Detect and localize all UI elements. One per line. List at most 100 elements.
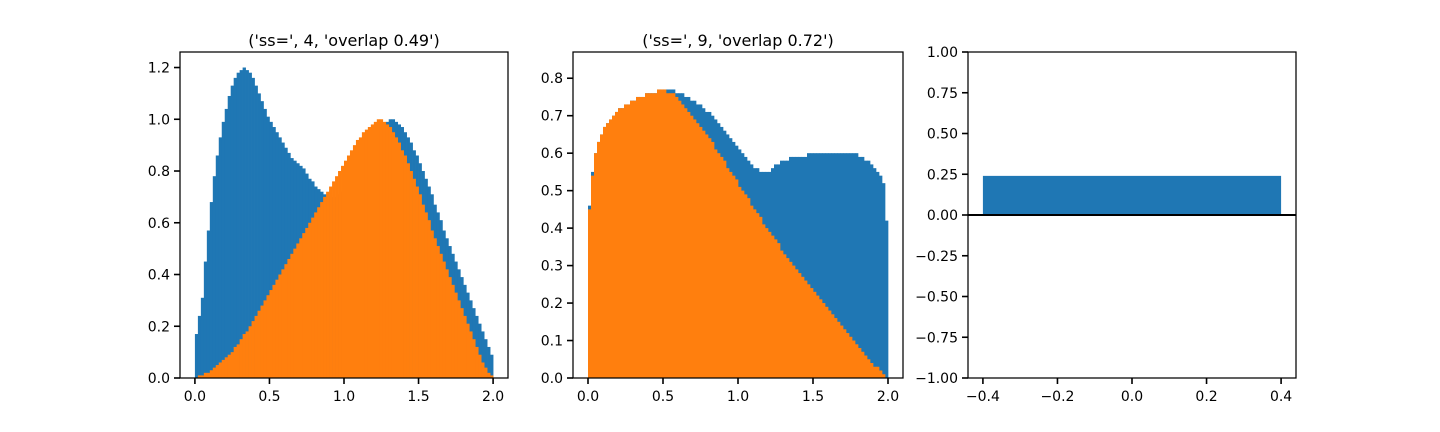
hist-bar [834,318,838,378]
x-tick-label: −0.4 [966,389,1000,405]
x-tick-label: 0.5 [258,389,280,405]
hist-bar [490,375,494,378]
hist-bar [236,344,240,378]
hist-bar [230,352,235,378]
hist-bar [355,139,360,378]
hist-bar [702,130,706,378]
x-axis: 0.0 0.5 1.0 1.5 2.0 [577,378,899,405]
x-tick-label: 1.0 [727,389,749,405]
y-tick-label: 0.8 [541,71,563,87]
hist-bar [200,297,205,378]
x-tick-label: 2.0 [482,389,504,405]
y-tick-label: 0.4 [541,221,563,237]
x-tick-label: 0.5 [652,389,674,405]
y-tick-label: 1.00 [927,45,958,61]
hist-bar [669,93,673,378]
hist-bar [624,104,628,379]
hist-bar [594,153,598,378]
hist-bar [882,374,886,378]
x-tick-label: 1.5 [407,389,429,405]
hist-bar [816,295,820,378]
y-tick-label: 0.1 [541,334,563,350]
y-tick-label: 0.6 [541,146,563,162]
hist-bar [591,175,595,378]
hist-bar [681,104,685,379]
hist-bar [209,202,214,378]
hist-bar [633,100,637,379]
hist-bar [831,314,835,378]
hist-bar [382,121,387,379]
hist-bar [257,310,261,378]
y-tick-label: 1.0 [148,112,170,128]
hist-bar [846,153,850,378]
hist-bar [636,96,640,378]
hist-bar [606,123,610,378]
y-tick-label: 0.6 [148,216,170,232]
hist-bar [879,175,883,378]
hist-bar [317,207,321,378]
y-tick-label: 0.5 [541,184,563,200]
hist-bar [792,265,796,378]
hist-bar [436,246,440,378]
hist-bar [813,153,817,378]
hist-bar [329,186,333,378]
hist-bar [206,372,211,378]
x-tick-label: 1.0 [333,389,355,405]
panel-title: ('ss=', 9, 'overlap 0.72') [642,31,833,50]
hist-bar [837,153,841,378]
bar [982,175,1282,215]
hist-bar [819,299,823,378]
hist-bar [454,292,458,378]
hist-bar [798,273,802,378]
hist-bar [430,230,434,378]
hist-bar [684,108,688,379]
hist-bar [867,160,871,378]
hist-bar [825,153,829,378]
hist-bar [612,115,616,378]
hist-bar [822,153,826,378]
hist-bar [364,129,369,378]
hist-bar [239,339,243,378]
hist-bar [771,235,775,378]
y-tick-label: 0.2 [541,296,563,312]
hist-bar [627,104,631,379]
hist-bar [861,156,865,378]
hist-bar [813,291,817,378]
hist-bar [442,261,446,378]
hist-bar [349,150,354,378]
hist-bar [233,346,237,378]
hist-bar [870,164,874,378]
y-tick-label: −1.00 [915,371,958,387]
hist-bar [618,108,622,379]
plot-area [194,67,494,379]
hist-bar [203,261,208,378]
hist-bar [828,153,832,378]
hist-bar [843,153,847,378]
hist-bar [212,367,217,378]
hist-bar [825,306,829,378]
hist-bar [807,284,811,378]
hist-bar [879,370,883,378]
hist-bar [254,315,258,378]
hist-bar [615,111,619,378]
hist-bar [421,204,425,378]
hist-bar [221,359,226,378]
x-axis: −0.4 −0.2 0.0 0.2 0.4 [966,378,1292,405]
hist-bar [603,126,607,378]
x-tick-label: −0.2 [1040,389,1074,405]
hist-bar [840,325,844,378]
hist-bar [311,217,315,378]
hist-bar [242,334,246,378]
hist-bar [699,126,703,378]
hist-bar [248,326,252,378]
hist-bar [720,156,724,378]
hist-bar [855,344,859,378]
hist-bar [840,153,844,378]
x-tick-label: 0.0 [184,389,206,405]
hist-bar [639,96,643,378]
hist-bar [801,156,805,378]
hist-bar [415,186,419,378]
hist-bar [786,258,790,378]
hist-bar [657,89,661,378]
hist-bar [251,77,255,379]
